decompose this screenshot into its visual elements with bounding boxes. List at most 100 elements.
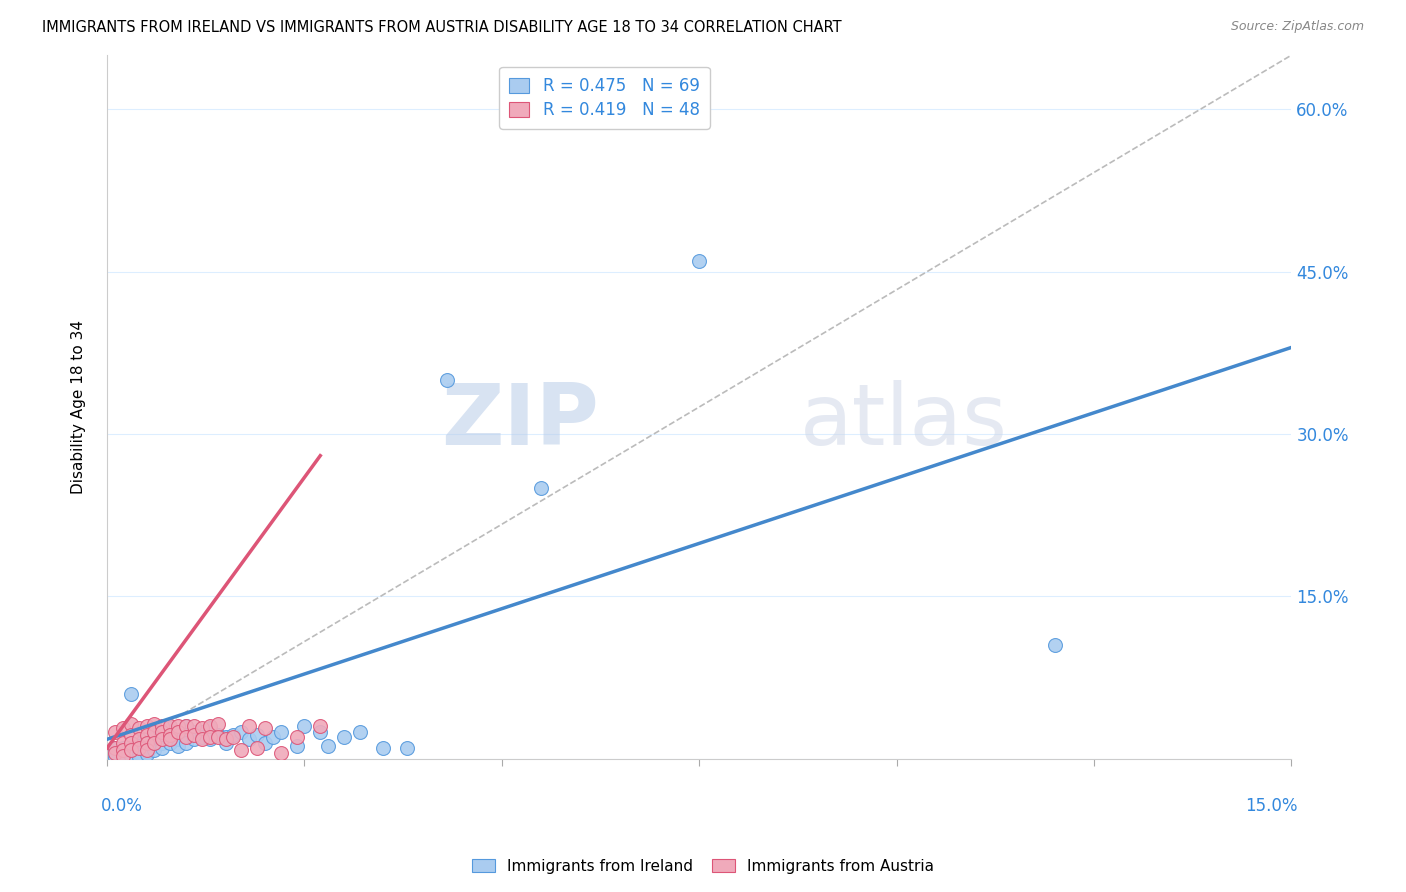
Text: atlas: atlas bbox=[800, 379, 1008, 463]
Point bbox=[174, 735, 197, 749]
Point bbox=[262, 730, 284, 744]
Point bbox=[530, 481, 553, 495]
Text: Source: ZipAtlas.com: Source: ZipAtlas.com bbox=[1230, 20, 1364, 33]
Point bbox=[396, 741, 419, 756]
Point bbox=[294, 719, 316, 733]
Point bbox=[135, 735, 157, 749]
Point bbox=[135, 728, 157, 742]
Point bbox=[120, 747, 142, 762]
Text: ZIP: ZIP bbox=[441, 379, 599, 463]
Point bbox=[143, 717, 166, 731]
Point bbox=[135, 743, 157, 757]
Point bbox=[183, 724, 205, 739]
Point bbox=[120, 741, 142, 756]
Point bbox=[150, 735, 173, 749]
Point bbox=[198, 719, 221, 733]
Point bbox=[120, 745, 142, 759]
Point bbox=[253, 735, 276, 749]
Point bbox=[135, 739, 157, 753]
Point bbox=[150, 724, 173, 739]
Point bbox=[135, 719, 157, 733]
Point bbox=[198, 730, 221, 744]
Point bbox=[111, 748, 134, 763]
Legend: R = 0.475   N = 69, R = 0.419   N = 48: R = 0.475 N = 69, R = 0.419 N = 48 bbox=[499, 67, 710, 128]
Point bbox=[150, 732, 173, 747]
Point bbox=[191, 724, 214, 739]
Point bbox=[167, 732, 190, 747]
Point bbox=[120, 735, 142, 749]
Point bbox=[214, 732, 236, 747]
Point bbox=[120, 717, 142, 731]
Point bbox=[104, 749, 127, 764]
Point bbox=[120, 748, 142, 763]
Point bbox=[222, 730, 245, 744]
Point bbox=[135, 745, 157, 759]
Point bbox=[120, 687, 142, 701]
Point bbox=[104, 747, 127, 761]
Point bbox=[150, 719, 173, 733]
Point bbox=[159, 728, 181, 742]
Point bbox=[373, 741, 395, 756]
Point bbox=[159, 728, 181, 742]
Point bbox=[111, 747, 134, 761]
Point bbox=[270, 724, 292, 739]
Point bbox=[285, 730, 308, 744]
Point bbox=[191, 732, 214, 747]
Point bbox=[191, 730, 214, 744]
Text: 0.0%: 0.0% bbox=[101, 797, 143, 815]
Point bbox=[120, 743, 142, 757]
Point bbox=[143, 739, 166, 753]
Point bbox=[238, 719, 260, 733]
Point bbox=[104, 741, 127, 756]
Point bbox=[143, 735, 166, 749]
Point bbox=[128, 722, 150, 736]
Point bbox=[111, 748, 134, 763]
Text: 15.0%: 15.0% bbox=[1244, 797, 1298, 815]
Point bbox=[135, 735, 157, 749]
Point bbox=[111, 743, 134, 757]
Point bbox=[128, 743, 150, 757]
Point bbox=[143, 728, 166, 742]
Point bbox=[222, 728, 245, 742]
Point bbox=[349, 724, 371, 739]
Point bbox=[111, 722, 134, 736]
Point bbox=[128, 735, 150, 749]
Point bbox=[150, 724, 173, 739]
Point bbox=[309, 724, 332, 739]
Point bbox=[128, 732, 150, 747]
Point bbox=[207, 728, 229, 742]
Point bbox=[159, 735, 181, 749]
Point bbox=[174, 719, 197, 733]
Y-axis label: Disability Age 18 to 34: Disability Age 18 to 34 bbox=[72, 320, 86, 494]
Point bbox=[150, 730, 173, 744]
Point bbox=[316, 739, 339, 753]
Point bbox=[128, 747, 150, 761]
Point bbox=[191, 722, 214, 736]
Point bbox=[159, 719, 181, 733]
Point bbox=[174, 730, 197, 744]
Point bbox=[120, 743, 142, 757]
Point bbox=[688, 253, 710, 268]
Point bbox=[231, 724, 253, 739]
Point bbox=[120, 728, 142, 742]
Point bbox=[183, 719, 205, 733]
Point bbox=[231, 743, 253, 757]
Point bbox=[128, 749, 150, 764]
Point bbox=[135, 747, 157, 762]
Point bbox=[207, 717, 229, 731]
Point bbox=[150, 741, 173, 756]
Point bbox=[159, 732, 181, 747]
Point bbox=[198, 722, 221, 736]
Point bbox=[246, 741, 269, 756]
Point bbox=[285, 739, 308, 753]
Point bbox=[111, 735, 134, 749]
Point bbox=[167, 724, 190, 739]
Point bbox=[214, 730, 236, 744]
Point bbox=[128, 739, 150, 753]
Point bbox=[104, 724, 127, 739]
Point bbox=[167, 724, 190, 739]
Point bbox=[135, 743, 157, 757]
Point bbox=[167, 739, 190, 753]
Point bbox=[104, 741, 127, 756]
Point bbox=[135, 732, 157, 747]
